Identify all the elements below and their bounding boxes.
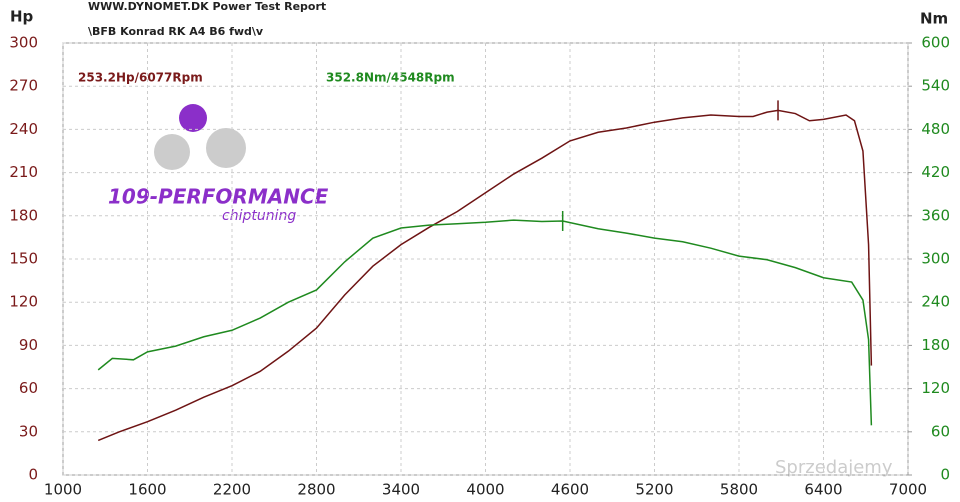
watermark: Sprzedajemy xyxy=(775,457,893,478)
y2-tick-label: 180 xyxy=(921,336,950,354)
x-tick-label: 1000 xyxy=(44,481,82,499)
y-tick-label: 90 xyxy=(19,336,38,354)
x-tick-label: 7000 xyxy=(889,481,927,499)
y-tick-label: 0 xyxy=(28,466,38,484)
y-tick-label: 300 xyxy=(9,34,38,52)
annotation: 253.2Hp/6077Rpm xyxy=(78,71,203,85)
logo: 109-PERFORMANCE chiptuning xyxy=(108,104,329,224)
x-tick-label: 3400 xyxy=(382,481,420,499)
y2-tick-label: 480 xyxy=(921,120,950,138)
x-tick-label: 1600 xyxy=(128,481,166,499)
x-tick-label: 5200 xyxy=(635,481,673,499)
y-tick-label: 30 xyxy=(19,422,38,440)
logo-text: chiptuning xyxy=(222,208,296,224)
series-line xyxy=(97,219,873,426)
x-tick-label: 2200 xyxy=(213,481,251,499)
logo-text: 109-PERFORMANCE xyxy=(108,185,329,209)
x-tick-label: 5800 xyxy=(720,481,758,499)
y2-tick-label: 0 xyxy=(940,466,950,484)
x-tick-label: 2800 xyxy=(297,481,335,499)
y-tick-label: 180 xyxy=(9,206,38,224)
y2-tick-label: 120 xyxy=(921,379,950,397)
y2-tick-label: 420 xyxy=(921,163,950,181)
x-tick-label: 6400 xyxy=(804,481,842,499)
series-line xyxy=(97,109,873,442)
y2-tick-label: 60 xyxy=(931,422,950,440)
y-tick-label: 150 xyxy=(9,250,38,268)
y2-tick-label: 540 xyxy=(921,77,950,95)
y-label: Hp xyxy=(10,8,34,26)
x-tick-label: 4000 xyxy=(466,481,504,499)
annotation: 352.8Nm/4548Rpm xyxy=(326,71,455,85)
y2-label: Nm xyxy=(920,10,948,28)
y2-tick-label: 300 xyxy=(921,250,950,268)
y-tick-label: 120 xyxy=(9,293,38,311)
y2-tick-label: 600 xyxy=(921,34,950,52)
header: \BFB Konrad RK A4 B6 fwd\v xyxy=(88,25,264,38)
y-tick-label: 270 xyxy=(9,77,38,95)
y-tick-label: 210 xyxy=(9,163,38,181)
header: WWW.DYNOMET.DK Power Test Report xyxy=(88,0,326,13)
y-tick-label: 60 xyxy=(19,379,38,397)
y2-tick-label: 240 xyxy=(921,293,950,311)
y2-tick-label: 360 xyxy=(921,206,950,224)
x-tick-label: 4600 xyxy=(551,481,589,499)
y-tick-label: 240 xyxy=(9,120,38,138)
